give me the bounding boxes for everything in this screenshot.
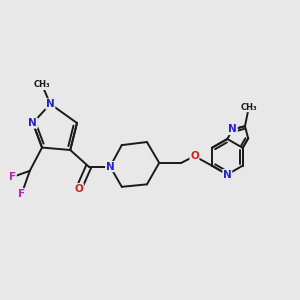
Text: CH₃: CH₃	[34, 80, 50, 89]
Text: N: N	[28, 118, 37, 128]
Text: CH₃: CH₃	[241, 103, 257, 112]
Text: F: F	[18, 189, 26, 199]
Text: N: N	[46, 99, 55, 109]
Text: N: N	[223, 169, 232, 179]
Text: N: N	[106, 162, 115, 172]
Text: N: N	[228, 124, 237, 134]
Text: O: O	[190, 151, 199, 161]
Text: O: O	[74, 184, 83, 194]
Text: F: F	[9, 172, 16, 182]
